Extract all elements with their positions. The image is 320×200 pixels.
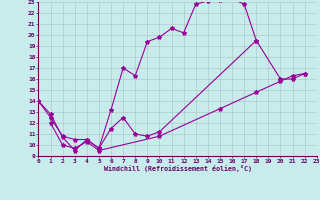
- X-axis label: Windchill (Refroidissement éolien,°C): Windchill (Refroidissement éolien,°C): [104, 165, 252, 172]
